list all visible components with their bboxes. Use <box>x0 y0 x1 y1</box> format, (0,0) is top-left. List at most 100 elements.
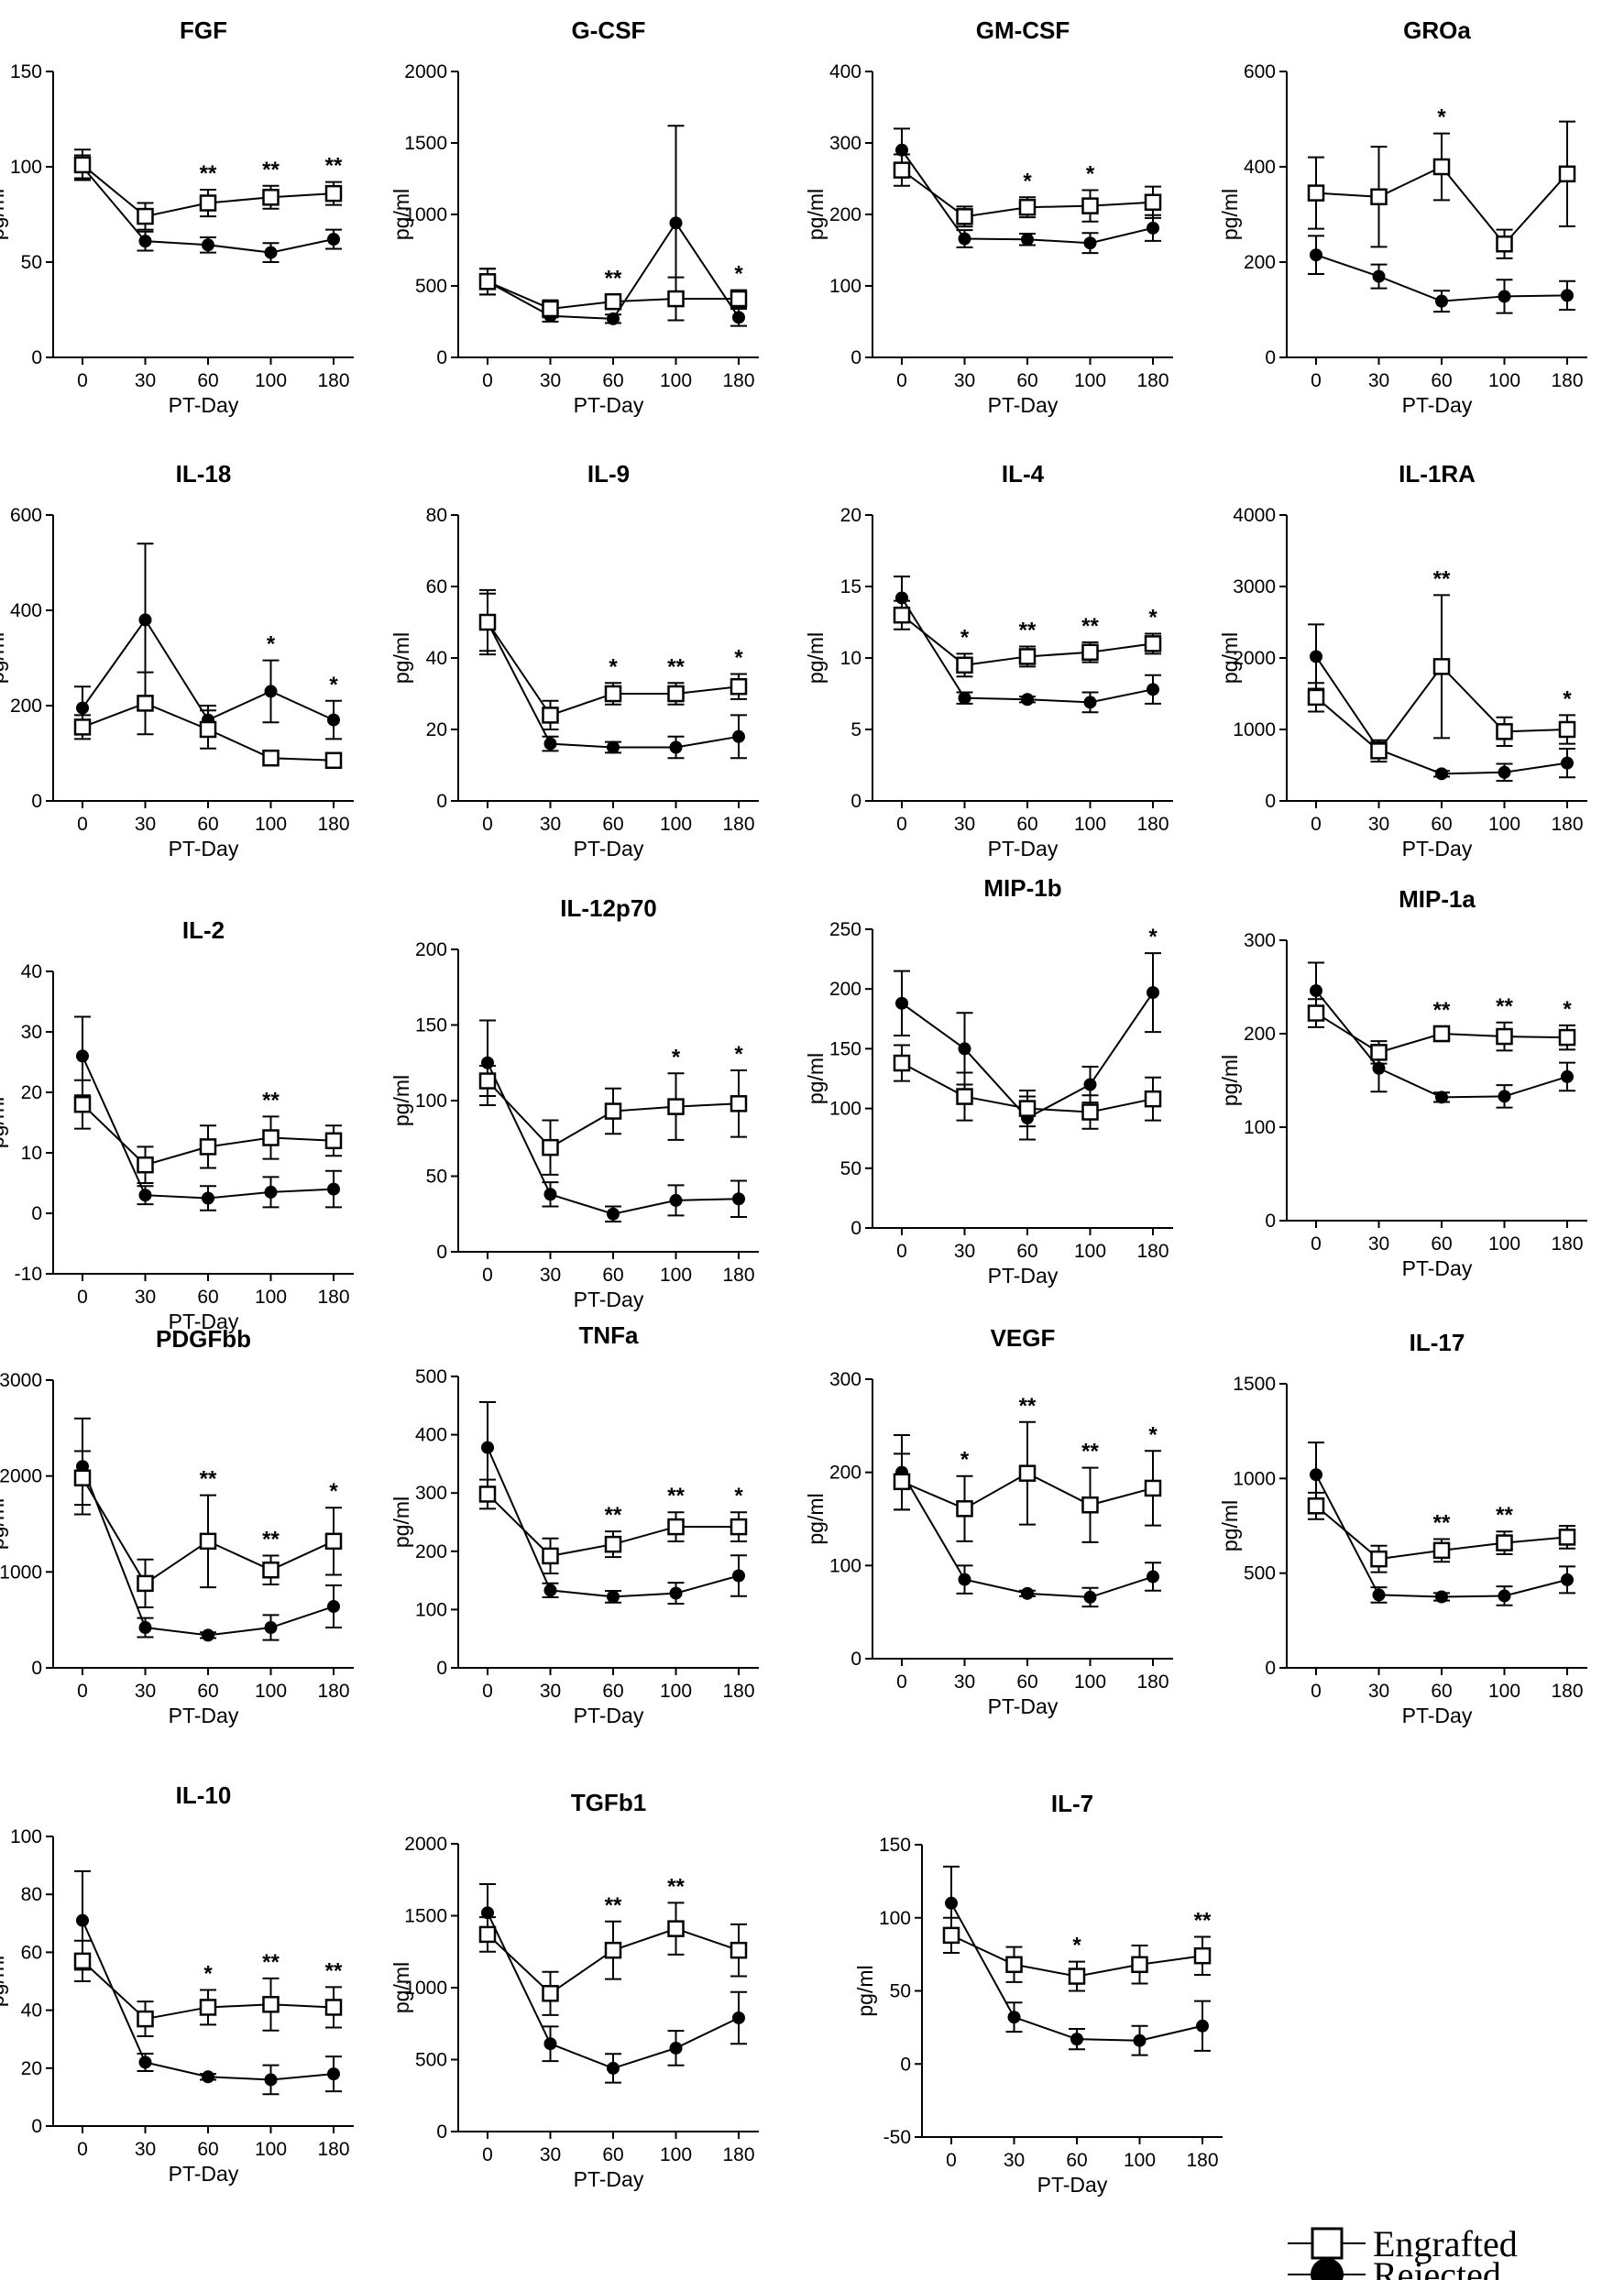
series-engrafted <box>893 153 1162 228</box>
point-engrafted <box>604 1102 622 1120</box>
y-tick-label: 500 <box>415 276 447 297</box>
y-tick-label: 300 <box>829 133 861 154</box>
point-rejected <box>138 1189 152 1202</box>
x-tick-label: 100 <box>1074 1672 1106 1693</box>
significance-marker: ** <box>1081 614 1099 639</box>
panel-tgfb1: TGFb1 0 500 1000 1500 2000 0 30 60 100 180 PT-Day pg… <box>390 1789 759 2191</box>
panel-tnfa: TNFa 0 100 200 300 400 500 0 30 60 100 180 PT-Day pg/… <box>390 1321 759 1727</box>
point-engrafted <box>262 749 280 767</box>
point-engrafted <box>1018 1100 1037 1117</box>
point-engrafted <box>1307 688 1325 707</box>
point-rejected <box>202 1191 214 1205</box>
y-tick-label: 0 <box>1265 1211 1276 1232</box>
y-tick-label: 1000 <box>1233 719 1276 740</box>
series-rejected <box>894 575 1161 714</box>
x-tick-label: 60 <box>197 814 218 835</box>
point-engrafted <box>730 1941 748 1959</box>
point-engrafted <box>73 1469 92 1487</box>
chart-title: TNFa <box>579 1321 640 1349</box>
point-rejected <box>543 2037 557 2051</box>
significance-marker: * <box>960 1448 970 1473</box>
point-engrafted <box>324 184 343 203</box>
chart-title: GM-CSF <box>976 16 1070 44</box>
significance-marker: ** <box>667 1874 685 1899</box>
y-tick-label: 150 <box>879 1835 911 1856</box>
chart-title: IL-7 <box>1051 1790 1093 1817</box>
x-axis-label: PT-Day <box>988 1694 1059 1718</box>
x-tick-label: 0 <box>77 2139 88 2160</box>
series-engrafted <box>73 1450 343 1609</box>
point-engrafted <box>1558 1028 1576 1047</box>
series-engrafted <box>1307 998 1576 1065</box>
y-tick-label: 300 <box>829 1369 861 1390</box>
point-engrafted <box>1144 635 1162 652</box>
point-engrafted <box>1068 1968 1086 1985</box>
point-engrafted <box>137 1156 154 1174</box>
series-engrafted <box>73 1939 343 2038</box>
significance-marker: * <box>1072 1934 1081 1958</box>
point-rejected <box>607 312 620 325</box>
series-engrafted <box>1307 1491 1576 1573</box>
x-tick-label: 180 <box>1186 2150 1218 2171</box>
y-tick-label: 0 <box>850 1218 861 1239</box>
x-tick-label: 180 <box>722 814 754 835</box>
x-tick-label: 60 <box>602 370 623 391</box>
x-tick-label: 0 <box>482 2144 493 2165</box>
y-tick-label: 200 <box>829 1463 861 1484</box>
significance-marker: ** <box>262 158 280 182</box>
chart-title: IL-17 <box>1410 1329 1465 1356</box>
point-rejected <box>669 2041 683 2055</box>
y-tick-label: 50 <box>840 1158 861 1179</box>
significance-marker: * <box>960 625 970 650</box>
x-tick-label: 0 <box>1311 814 1322 835</box>
chart-title: VEGF <box>991 1324 1056 1352</box>
series-rejected <box>1308 235 1575 314</box>
point-engrafted <box>1081 1496 1099 1514</box>
point-rejected <box>945 1896 958 1910</box>
x-tick-label: 0 <box>896 370 907 391</box>
y-tick-label: 20 <box>840 505 861 526</box>
point-engrafted <box>542 300 559 318</box>
chart-title: IL-12p70 <box>560 894 657 922</box>
y-tick-label: 20 <box>21 2058 42 2079</box>
chart-title: GROa <box>1403 16 1471 44</box>
point-rejected <box>481 1441 494 1454</box>
x-tick-label: 30 <box>540 2144 561 2165</box>
series-engrafted <box>478 1478 748 1574</box>
y-tick-label: 3000 <box>1233 576 1276 597</box>
chart-title: FGF <box>180 16 227 44</box>
y-tick-label: 15 <box>840 576 861 597</box>
point-engrafted <box>324 1132 343 1150</box>
point-engrafted <box>667 1920 685 1937</box>
chart-title: MIP-1a <box>1399 885 1476 913</box>
point-engrafted <box>1018 198 1037 216</box>
series-engrafted <box>73 671 343 770</box>
x-tick-label: 100 <box>1488 1681 1520 1702</box>
point-engrafted <box>893 1473 911 1491</box>
point-engrafted <box>604 685 622 703</box>
point-rejected <box>1435 1590 1448 1604</box>
point-rejected <box>1196 2019 1209 2033</box>
point-rejected <box>607 1590 620 1604</box>
point-engrafted <box>73 156 92 174</box>
significance-marker: * <box>734 262 743 287</box>
point-rejected <box>669 1586 683 1600</box>
y-tick-label: 200 <box>829 204 861 225</box>
y-tick-label: -50 <box>883 2127 911 2148</box>
x-tick-label: 0 <box>1311 1233 1322 1255</box>
point-engrafted <box>542 1985 559 2002</box>
point-rejected <box>202 238 214 252</box>
x-tick-label: 180 <box>1136 370 1169 391</box>
series-engrafted <box>893 1044 1162 1130</box>
y-tick-label: 60 <box>426 576 447 597</box>
y-tick-label: 0 <box>31 2116 42 2137</box>
x-tick-label: 60 <box>602 1681 623 1702</box>
point-rejected <box>264 1621 278 1635</box>
point-engrafted <box>478 273 497 290</box>
point-engrafted <box>893 1054 911 1072</box>
x-axis-label: PT-Day <box>1402 1704 1473 1727</box>
x-tick-label: 60 <box>197 1287 218 1308</box>
point-rejected <box>1498 765 1511 779</box>
point-rejected <box>669 1193 683 1207</box>
